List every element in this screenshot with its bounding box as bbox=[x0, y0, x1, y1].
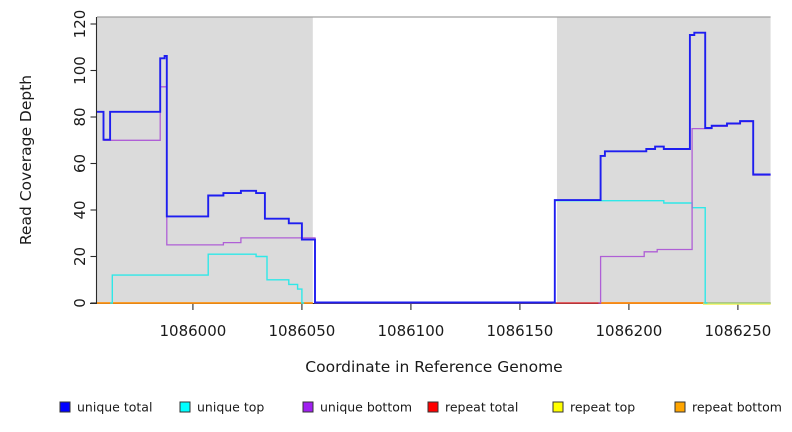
y-tick-label: 120 bbox=[71, 10, 89, 39]
legend-swatch-unique-total bbox=[59, 401, 71, 413]
y-tick-label: 20 bbox=[71, 247, 89, 266]
legend-label: repeat total bbox=[445, 400, 518, 415]
x-tick-label: 1086150 bbox=[487, 322, 554, 340]
x-tick-label: 1086000 bbox=[160, 322, 227, 340]
legend-swatch-repeat-total bbox=[427, 401, 439, 413]
legend-item-repeat-top: repeat top bbox=[552, 400, 635, 415]
y-tick-label: 40 bbox=[71, 200, 89, 219]
legend-item-repeat-bottom: repeat bottom bbox=[674, 400, 782, 415]
legend-label: repeat bottom bbox=[692, 400, 782, 415]
legend-item-unique-total: unique total bbox=[59, 400, 152, 415]
repeat-region-rect bbox=[97, 17, 313, 303]
coverage-step-lines bbox=[97, 31, 771, 305]
legend-label: repeat top bbox=[570, 400, 635, 415]
y-tick-label: 100 bbox=[71, 56, 89, 85]
legend-label: unique bottom bbox=[320, 400, 412, 415]
x-tick-label: 1086100 bbox=[378, 322, 445, 340]
series-unique-total bbox=[97, 31, 771, 304]
x-tick-label: 1086050 bbox=[269, 322, 336, 340]
y-tick-label: 80 bbox=[71, 107, 89, 126]
legend-swatch-unique-bottom bbox=[302, 401, 314, 413]
axis-ticks-and-labels: 0 20 40 60 80 100 120 1086000 1086050 1086100 1086… bbox=[71, 10, 771, 340]
repeat-region-rect bbox=[556, 17, 771, 303]
legend-swatch-unique-top bbox=[179, 401, 191, 413]
y-tick-label: 60 bbox=[71, 154, 89, 173]
legend-item-unique-bottom: unique bottom bbox=[302, 400, 412, 415]
legend-swatch-repeat-bottom bbox=[674, 401, 686, 413]
x-tick-label: 1086250 bbox=[704, 322, 771, 340]
legend: unique total unique top unique bottom repea… bbox=[59, 400, 782, 415]
legend-item-repeat-total: repeat total bbox=[427, 400, 518, 415]
y-axis-title: Read Coverage Depth bbox=[17, 75, 35, 245]
legend-swatch-repeat-top bbox=[552, 401, 564, 413]
legend-item-unique-top: unique top bbox=[179, 400, 264, 415]
legend-label: unique total bbox=[77, 400, 152, 415]
legend-label: unique top bbox=[197, 400, 264, 415]
y-tick-label: 0 bbox=[71, 298, 89, 308]
repeat-region-shading bbox=[97, 16, 771, 303]
x-axis-title: Coordinate in Reference Genome bbox=[305, 358, 562, 376]
x-tick-label: 1086200 bbox=[595, 322, 662, 340]
